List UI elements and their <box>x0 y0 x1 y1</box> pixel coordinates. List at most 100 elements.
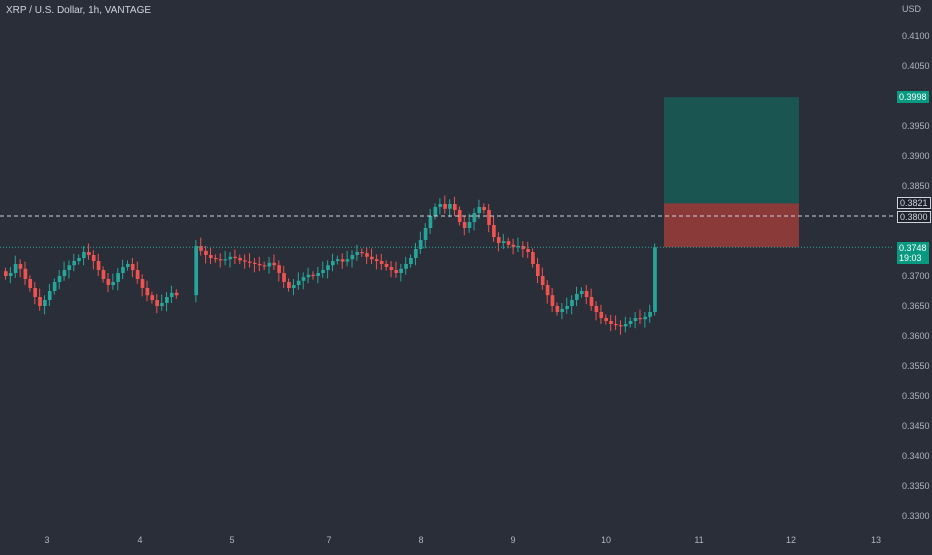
candle <box>389 261 394 278</box>
candle <box>457 206 462 226</box>
position-tool-zones[interactable] <box>664 97 799 248</box>
date-tick: 13 <box>870 535 882 545</box>
candle <box>204 246 208 264</box>
candle <box>384 260 389 271</box>
candle <box>52 278 57 295</box>
candle <box>531 248 535 268</box>
candle <box>82 246 86 266</box>
price-tick: 0.3650 <box>902 301 930 311</box>
currency-label[interactable]: USD <box>902 4 922 14</box>
candle <box>492 216 496 242</box>
candle <box>379 253 384 270</box>
candle <box>614 315 618 330</box>
candle <box>599 304 604 324</box>
candle <box>291 279 296 296</box>
candle <box>423 223 428 249</box>
candle <box>38 288 42 311</box>
candle <box>169 285 174 303</box>
candle <box>638 309 643 324</box>
price-tick: 0.3400 <box>902 451 930 461</box>
price-tick: 0.3550 <box>902 361 930 371</box>
candle <box>243 254 247 269</box>
candle <box>360 248 364 257</box>
candle <box>467 213 472 233</box>
candle <box>555 302 560 316</box>
candle <box>282 265 286 288</box>
candle <box>18 259 23 278</box>
candle <box>565 297 569 314</box>
stop-zone-price-tag: 0.3821 <box>897 197 931 210</box>
candle <box>311 271 316 280</box>
date-tick: 9 <box>510 535 516 545</box>
candle <box>584 285 589 305</box>
candle <box>33 282 37 305</box>
price-tick: 0.3350 <box>902 481 930 491</box>
candle <box>653 243 657 316</box>
price-tick: 0.4100 <box>902 31 930 41</box>
candle <box>91 250 96 270</box>
symbol-title[interactable]: XRP / U.S. Dollar, 1h, VANTAGE <box>6 5 152 16</box>
candle <box>43 295 47 315</box>
candle <box>194 240 199 303</box>
candle <box>526 241 530 258</box>
candle <box>86 243 91 260</box>
candle <box>130 258 135 278</box>
candle <box>77 254 81 265</box>
candle <box>418 231 423 254</box>
price-tick: 0.3300 <box>902 511 930 521</box>
candle <box>208 247 213 264</box>
price-tick: 0.4050 <box>902 61 930 71</box>
candle <box>126 260 130 271</box>
candle <box>345 250 350 267</box>
candle <box>218 253 223 268</box>
candle <box>233 249 238 264</box>
candle <box>633 312 638 329</box>
candle <box>404 256 408 275</box>
target-zone[interactable] <box>664 97 799 204</box>
candle <box>135 261 140 284</box>
candle <box>277 260 281 282</box>
date-tick: 7 <box>326 535 332 545</box>
candle <box>331 253 335 272</box>
candle <box>213 254 218 263</box>
candle <box>618 320 623 335</box>
candle <box>199 237 203 256</box>
candle <box>57 270 62 290</box>
candle <box>448 199 452 218</box>
price-tick: 0.3850 <box>902 181 930 191</box>
candle <box>575 286 579 306</box>
price-tick: 0.3900 <box>902 151 930 161</box>
candle <box>267 256 272 274</box>
candle <box>335 255 340 265</box>
candle <box>550 288 555 312</box>
candle <box>301 272 306 290</box>
date-tick: 11 <box>694 535 704 545</box>
candle <box>350 250 355 268</box>
candle <box>374 254 379 270</box>
candle <box>570 295 574 315</box>
candle <box>604 314 608 325</box>
date-tick: 5 <box>229 535 235 545</box>
candle <box>409 254 413 268</box>
candle <box>140 274 145 297</box>
candle <box>150 291 155 304</box>
candle <box>106 273 111 293</box>
candle <box>521 241 526 258</box>
stop-zone[interactable] <box>664 203 799 248</box>
last-price-value: 0.3748 <box>899 243 927 254</box>
candle <box>487 204 491 233</box>
date-tick: 3 <box>44 535 50 545</box>
candle <box>101 266 106 283</box>
candle <box>257 256 262 272</box>
candle <box>165 292 169 312</box>
candle <box>296 272 301 290</box>
date-tick: 12 <box>785 535 797 545</box>
candle <box>28 275 33 292</box>
candle <box>516 237 521 252</box>
candle <box>501 234 506 249</box>
date-tick: 8 <box>418 535 424 545</box>
candle <box>174 289 179 299</box>
date-tick: 4 <box>137 535 143 545</box>
